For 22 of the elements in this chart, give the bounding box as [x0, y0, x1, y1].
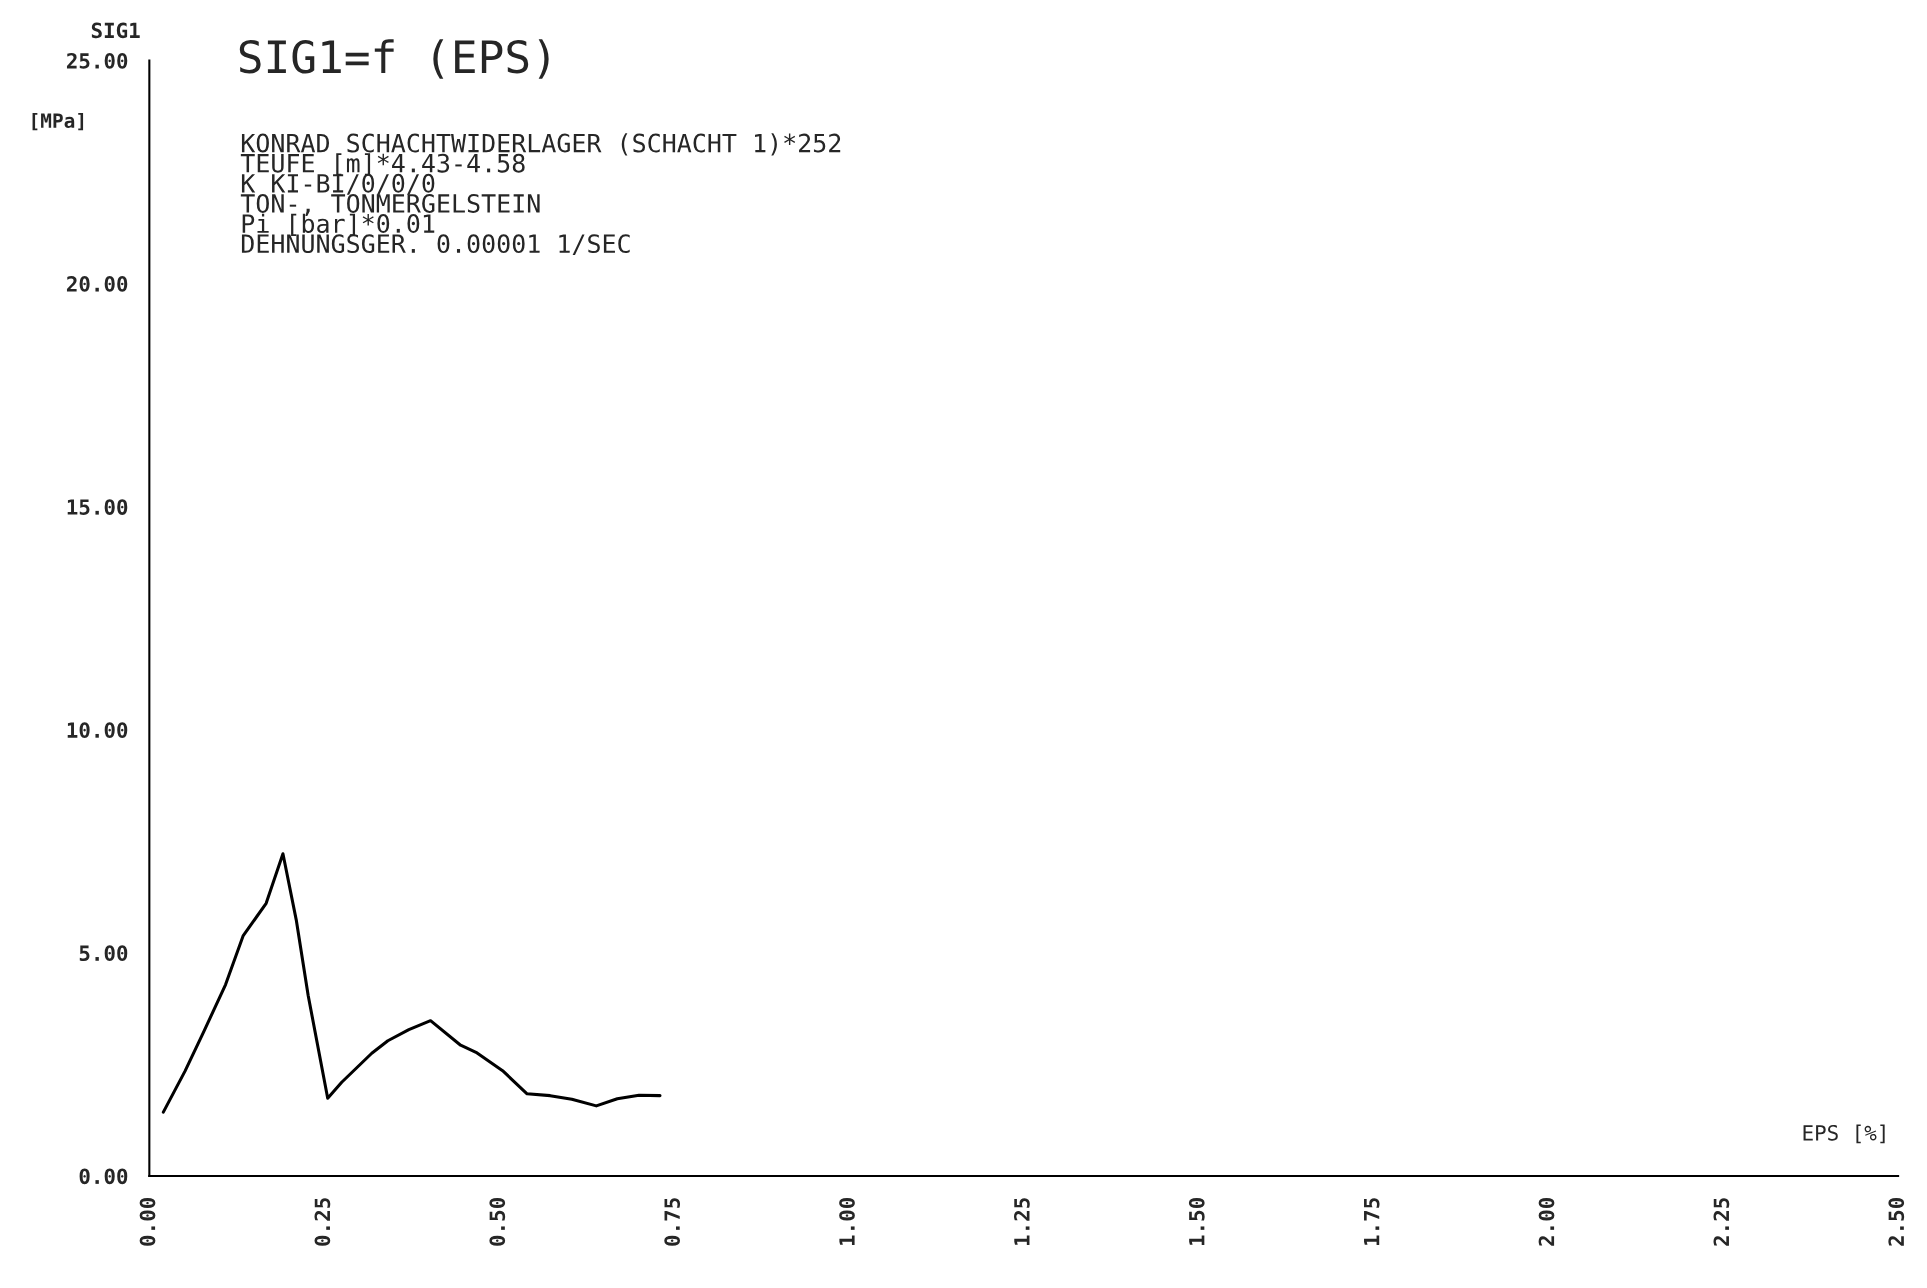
x-tick-label: 2.25 [1713, 1198, 1730, 1246]
x-tick-label: 2.50 [1888, 1198, 1905, 1246]
x-tick-label: 1.25 [1014, 1198, 1030, 1246]
x-tick-label: 0.50 [489, 1198, 506, 1246]
y-tick-label: 0.00 [79, 1168, 128, 1185]
y-tick-label: 15.00 [67, 499, 128, 515]
y-axis-title: SIG1 [91, 22, 140, 39]
y-tick-label: 10.00 [67, 722, 128, 738]
x-tick-label: 1.50 [1188, 1198, 1205, 1246]
text: [MPa] [32, 112, 84, 131]
line-series [161, 852, 662, 1114]
x-tick-label: 1.75 [1364, 1198, 1380, 1246]
x-axis-title: EPS [%] [1803, 1124, 1885, 1144]
annotation: DEHNUNGSGER. 0.00001 1/SEC [241, 234, 630, 256]
x-tick-label: 0.25 [314, 1198, 331, 1246]
y-tick-label: 25.00 [66, 52, 128, 69]
x-tick-label: 0.75 [664, 1198, 681, 1246]
x-tick-label: 1.00 [839, 1198, 855, 1246]
chart-title: SIG1=f (EPS) [239, 39, 549, 79]
x-tick-label: 2.00 [1538, 1198, 1555, 1246]
y-tick-label: 20.00 [66, 276, 128, 292]
y-tick-label: 5.00 [79, 945, 128, 962]
